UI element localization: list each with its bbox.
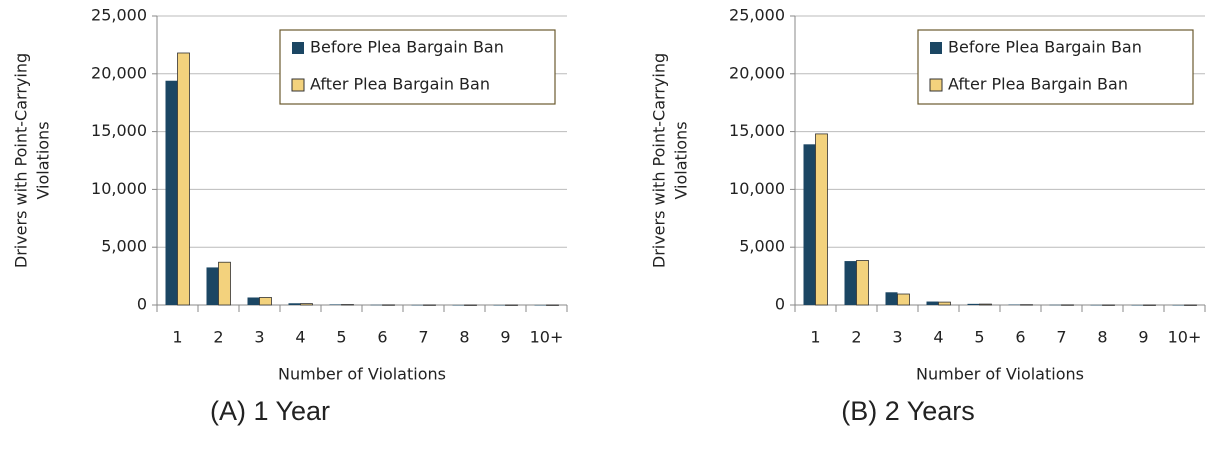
x-tick-label: 2 bbox=[213, 328, 223, 347]
x-tick-label: 4 bbox=[933, 328, 943, 347]
bar bbox=[815, 133, 828, 306]
bar bbox=[206, 267, 219, 305]
x-tick-label: 4 bbox=[295, 328, 305, 347]
bar bbox=[979, 303, 992, 306]
bar bbox=[247, 297, 260, 305]
bar bbox=[1008, 304, 1021, 306]
bar bbox=[938, 301, 951, 306]
x-tick-label: 2 bbox=[851, 328, 861, 347]
x-tick-label: 1 bbox=[810, 328, 820, 347]
bar bbox=[177, 52, 190, 306]
x-tick-label: 7 bbox=[1056, 328, 1066, 347]
bar bbox=[803, 144, 816, 305]
bar bbox=[423, 304, 436, 306]
legend-box bbox=[917, 29, 1194, 105]
legend-swatch bbox=[930, 42, 942, 54]
x-tick-label: 6 bbox=[1015, 328, 1025, 347]
bar bbox=[259, 297, 272, 306]
legend-label: After Plea Bargain Ban bbox=[310, 75, 490, 94]
y-axis-title: Drivers with Point-Carrying bbox=[12, 53, 31, 268]
legend-label: Before Plea Bargain Ban bbox=[948, 38, 1142, 57]
y-axis-title: Violations bbox=[672, 121, 691, 199]
legend-swatch bbox=[929, 78, 943, 92]
y-tick-label: 20,000 bbox=[729, 63, 785, 82]
y-tick-label: 15,000 bbox=[729, 121, 785, 140]
bar bbox=[1143, 304, 1156, 306]
y-tick-label: 25,000 bbox=[91, 6, 147, 25]
bar bbox=[1049, 304, 1062, 306]
bar bbox=[844, 261, 857, 305]
legend-swatch bbox=[292, 42, 304, 54]
bar bbox=[505, 304, 518, 306]
x-tick-label: 6 bbox=[377, 328, 387, 347]
bar bbox=[218, 261, 231, 306]
bar bbox=[1102, 304, 1115, 306]
x-tick-label: 8 bbox=[459, 328, 469, 347]
bar bbox=[534, 304, 547, 306]
caption: (B) 2 Years bbox=[841, 396, 975, 426]
x-tick-label: 5 bbox=[974, 328, 984, 347]
legend-swatch bbox=[291, 78, 305, 92]
bar bbox=[1090, 304, 1103, 306]
bar bbox=[452, 304, 465, 306]
bar bbox=[165, 80, 178, 306]
bar bbox=[370, 304, 383, 306]
bar bbox=[464, 304, 477, 306]
y-tick-label: 25,000 bbox=[729, 6, 785, 25]
x-tick-label: 3 bbox=[254, 328, 264, 347]
y-tick-label: 20,000 bbox=[91, 63, 147, 82]
caption: (A) 1 Year bbox=[210, 396, 330, 426]
bar bbox=[1131, 304, 1144, 306]
x-tick-label: 1 bbox=[172, 328, 182, 347]
bar bbox=[329, 304, 342, 305]
bar bbox=[1184, 304, 1197, 306]
bar bbox=[967, 303, 980, 305]
x-tick-label: 10+ bbox=[530, 328, 564, 347]
x-tick-label: 9 bbox=[500, 328, 510, 347]
legend-label: Before Plea Bargain Ban bbox=[310, 38, 504, 57]
bar bbox=[493, 304, 506, 306]
x-tick-label: 3 bbox=[892, 328, 902, 347]
bar bbox=[1172, 304, 1185, 306]
bar bbox=[382, 304, 395, 306]
bar bbox=[411, 304, 424, 306]
bar bbox=[341, 304, 354, 306]
y-tick-label: 15,000 bbox=[91, 121, 147, 140]
x-tick-label: 8 bbox=[1097, 328, 1107, 347]
x-axis-title: Number of Violations bbox=[916, 365, 1084, 384]
bar bbox=[1061, 304, 1074, 306]
y-axis-title: Drivers with Point-Carrying bbox=[650, 53, 669, 268]
bar bbox=[288, 303, 301, 305]
y-axis-title: Violations bbox=[34, 121, 53, 199]
x-tick-label: 5 bbox=[336, 328, 346, 347]
y-tick-label: 0 bbox=[775, 295, 785, 314]
bar bbox=[856, 260, 869, 306]
bar bbox=[926, 301, 939, 305]
y-tick-label: 0 bbox=[137, 295, 147, 314]
bar bbox=[897, 293, 910, 306]
y-tick-label: 10,000 bbox=[729, 179, 785, 198]
x-axis-title: Number of Violations bbox=[278, 365, 446, 384]
y-tick-label: 5,000 bbox=[101, 237, 147, 256]
y-tick-label: 5,000 bbox=[739, 237, 785, 256]
bar bbox=[300, 303, 313, 306]
x-tick-label: 7 bbox=[418, 328, 428, 347]
bar bbox=[546, 304, 559, 306]
y-tick-label: 10,000 bbox=[91, 179, 147, 198]
bar bbox=[1020, 304, 1033, 306]
legend-label: After Plea Bargain Ban bbox=[948, 75, 1128, 94]
x-tick-label: 10+ bbox=[1168, 328, 1202, 347]
legend-box bbox=[279, 29, 556, 105]
x-tick-label: 9 bbox=[1138, 328, 1148, 347]
bar bbox=[885, 292, 898, 305]
